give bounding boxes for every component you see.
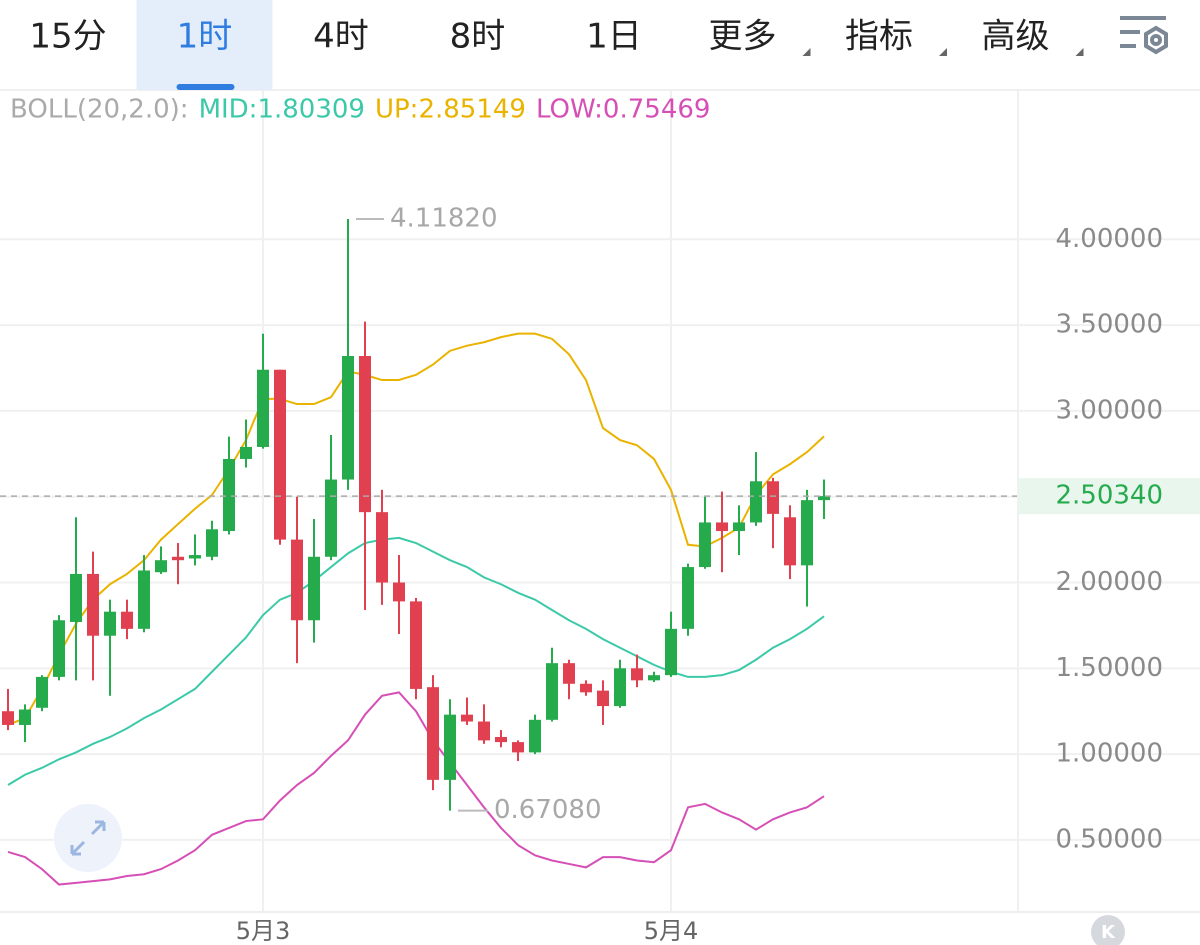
x-tick-label: 5月3 <box>236 917 291 945</box>
candle-body <box>461 714 473 722</box>
last-price-box <box>1018 478 1200 515</box>
legend-entry: MID:1.80309 <box>199 95 365 125</box>
candle-body <box>70 573 82 622</box>
boll-line <box>7 536 825 786</box>
candle-body <box>342 355 354 480</box>
legend-entry: UP:2.85149 <box>375 95 526 125</box>
active-tab-indicator <box>176 84 235 90</box>
candle-body <box>733 522 745 532</box>
candle-body <box>240 446 252 459</box>
boll-line <box>7 691 825 886</box>
y-tick-label: 0.50000 <box>1055 824 1163 854</box>
candle-body <box>682 567 694 629</box>
candle-body <box>223 458 235 532</box>
candle-body <box>155 560 167 573</box>
tab[interactable]: 高级 <box>982 17 1050 57</box>
y-tick-label: 3.50000 <box>1055 310 1163 340</box>
candle-body <box>189 555 201 559</box>
tab[interactable]: 8时 <box>450 17 506 57</box>
candle-body <box>19 709 31 725</box>
candle-body <box>580 683 592 693</box>
candle-body <box>393 582 405 602</box>
candle-body <box>121 611 133 629</box>
candle-body <box>410 601 422 689</box>
candle-body <box>699 522 711 568</box>
candle-body <box>308 556 320 621</box>
y-tick-label: 1.50000 <box>1055 653 1163 683</box>
tab[interactable]: 指标 <box>845 17 913 57</box>
plot-area <box>0 90 1200 912</box>
candle-body <box>274 369 286 540</box>
expand-button[interactable] <box>54 804 122 872</box>
candle-body <box>376 512 388 583</box>
candle-body <box>36 676 48 708</box>
candle-body <box>478 721 490 741</box>
legend-entry: LOW:0.75469 <box>536 95 710 125</box>
high-label: 4.11820 <box>390 204 498 234</box>
dropdown-caret <box>802 48 811 56</box>
candle-body <box>546 663 558 720</box>
candle-body <box>444 714 456 780</box>
candle-body <box>767 481 779 514</box>
candle-body <box>206 529 218 557</box>
y-tick-label: 2.00000 <box>1055 567 1163 597</box>
low-label: 0.67080 <box>494 795 602 825</box>
dropdown-caret <box>939 48 947 56</box>
k-button[interactable]: K <box>1091 915 1125 945</box>
svg-text:K: K <box>1101 922 1116 943</box>
tab[interactable]: 15分 <box>29 17 106 57</box>
candle-body <box>257 369 269 447</box>
candle-body <box>427 687 439 780</box>
candle-body <box>138 570 150 629</box>
candle-body <box>665 628 677 676</box>
active-tab-bg <box>136 0 273 90</box>
candle-body <box>495 736 507 743</box>
candle-body <box>563 663 575 684</box>
candle-body <box>104 611 116 636</box>
candle-body <box>784 517 796 566</box>
candle-body <box>529 719 541 753</box>
candle-body <box>597 690 609 707</box>
tab[interactable]: 1日 <box>586 17 642 57</box>
candle-body <box>291 539 303 621</box>
candle-body <box>325 479 337 557</box>
y-tick-label: 3.00000 <box>1055 395 1163 425</box>
candle-body <box>750 481 762 523</box>
candle-body <box>631 668 643 681</box>
tab[interactable]: 1时 <box>177 17 233 57</box>
y-tick-label: 4.00000 <box>1055 224 1163 254</box>
candle-body <box>53 620 65 677</box>
candle-body <box>87 573 99 636</box>
tab[interactable]: 4时 <box>313 17 369 57</box>
y-tick-label: 1.00000 <box>1055 739 1163 769</box>
candle-body <box>648 675 660 681</box>
candle-body <box>818 496 830 501</box>
candle-body <box>801 500 813 566</box>
x-tick-label: 5月4 <box>644 917 699 945</box>
indicator-label: BOLL(20,2.0): <box>10 95 189 125</box>
candle-body <box>2 711 14 725</box>
candle-body <box>172 556 184 561</box>
candle-body <box>359 355 371 513</box>
last-price-label: 2.50340 <box>1055 481 1163 511</box>
settings-icon[interactable] <box>1120 16 1168 55</box>
candle-body <box>716 522 728 532</box>
candle-body <box>512 742 524 753</box>
tab[interactable]: 更多 <box>709 17 777 57</box>
dropdown-caret <box>1075 48 1084 56</box>
candle-body <box>614 668 626 707</box>
